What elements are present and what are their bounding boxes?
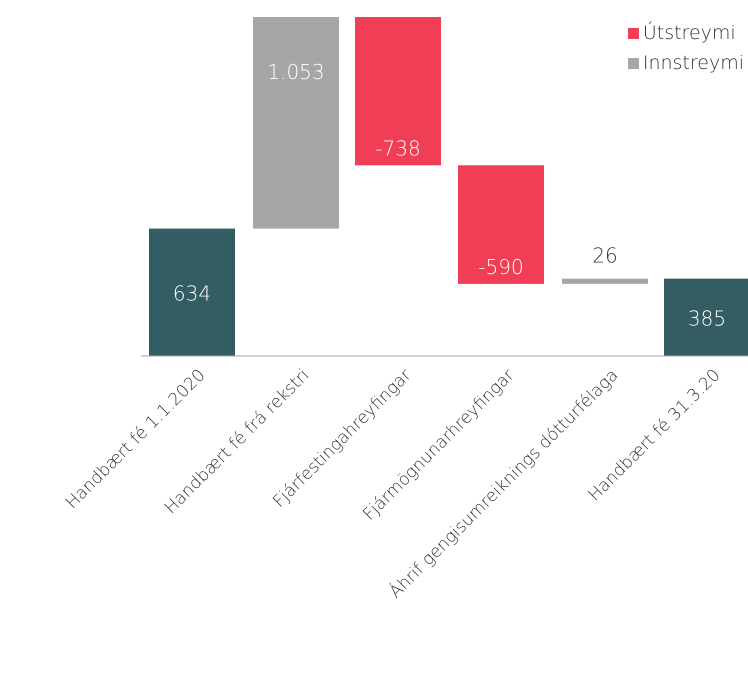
bar-3 [355, 17, 441, 166]
data-label-4: -590 [478, 255, 523, 279]
bar-6 [664, 278, 748, 356]
data-label-2: 1.053 [267, 60, 324, 84]
bar-2 [253, 17, 339, 229]
data-label-5: 26 [592, 244, 617, 268]
data-label-3: -738 [375, 136, 420, 160]
legend-item-outflow: Útstreymi [627, 18, 744, 48]
category-label-5: Áhrif gengisumreiknings dótturfélaga [384, 364, 622, 602]
legend-label-outflow: Útstreymi [642, 22, 736, 44]
legend-item-inflow: Innstreymi [627, 48, 744, 78]
legend-swatch-outflow [627, 27, 639, 39]
legend-swatch-inflow [627, 57, 639, 69]
legend: Útstreymi Innstreymi [627, 18, 744, 78]
bar-5 [562, 278, 648, 284]
bar-4 [458, 165, 544, 284]
bar-1 [149, 228, 235, 356]
data-label-6: 385 [688, 306, 726, 330]
data-label-1: 634 [173, 281, 211, 305]
legend-label-inflow: Innstreymi [642, 52, 744, 74]
